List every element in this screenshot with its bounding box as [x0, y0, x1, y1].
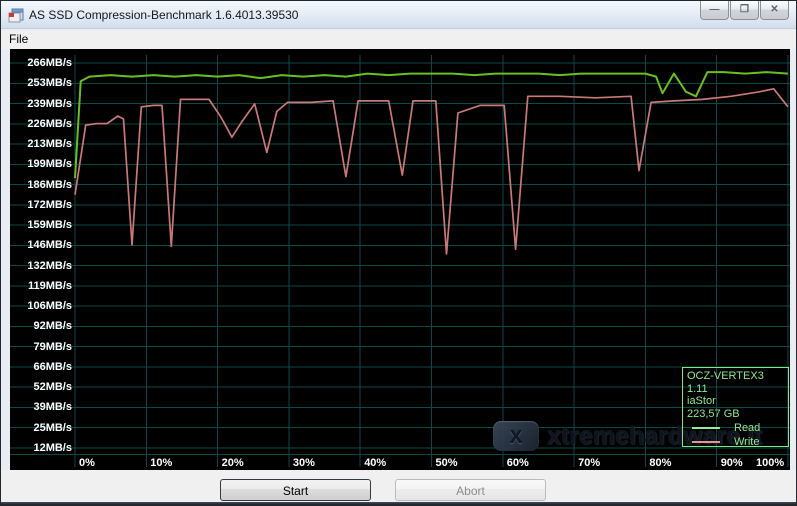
legend-entry-write: Write	[687, 436, 788, 448]
x-axis-tick: 20%	[221, 457, 244, 469]
watermark-text: xtremehardware.it	[547, 421, 763, 450]
start-button[interactable]: Start	[220, 479, 371, 501]
x-axis-tick: 60%	[506, 457, 529, 469]
y-axis-tick: 213MB/s	[27, 138, 72, 150]
close-button[interactable]: ✕	[760, 1, 789, 20]
caption-buttons: — ❐ ✕	[700, 1, 789, 20]
x-axis-tick: 40%	[364, 457, 387, 469]
legend-device: OCZ-VERTEX3	[687, 370, 764, 382]
write-line	[74, 87, 789, 255]
y-axis-tick: 266MB/s	[27, 57, 72, 69]
legend-entry-read: Read	[687, 422, 788, 434]
legend-firmware: 1.11	[687, 382, 708, 395]
x-axis-tick: 10%	[150, 457, 173, 469]
y-axis-tick: 132MB/s	[27, 259, 72, 272]
write-line-sample	[692, 441, 720, 443]
y-axis-tick: 239MB/s	[27, 97, 72, 110]
plot-area	[10, 55, 790, 467]
legend-capacity: 223,57 GB	[687, 407, 740, 420]
menu-bar: File	[1, 30, 796, 49]
legend-read-label: Read	[734, 421, 761, 434]
bottom-bar: Start Abort	[1, 470, 796, 502]
benchmark-chart: OCZ-VERTEX3 1.11 iaStor 223,57 GB Read W…	[10, 49, 790, 470]
legend-driver: iaStor	[687, 395, 716, 407]
x-axis-tick: 30%	[292, 457, 315, 469]
maximize-button[interactable]: ❐	[730, 1, 759, 20]
menu-item-file[interactable]: File	[9, 32, 29, 46]
y-axis-tick: 226MB/s	[27, 117, 72, 130]
y-axis-tick: 12MB/s	[33, 441, 72, 454]
legend-write-label: Write	[734, 435, 760, 448]
y-axis-tick: 172MB/s	[27, 198, 72, 211]
y-axis-tick: 186MB/s	[27, 178, 72, 191]
x-axis-tick: 90%	[720, 457, 743, 469]
x-axis-tick: 0%	[79, 457, 95, 469]
y-axis-tick: 119MB/s	[27, 279, 72, 292]
minimize-button[interactable]: —	[700, 1, 729, 20]
y-axis-tick: 79MB/s	[33, 340, 72, 353]
window-bottom-border	[1, 502, 796, 505]
y-axis-tick: 146MB/s	[27, 239, 72, 252]
read-line-sample	[692, 427, 720, 429]
chart-legend: OCZ-VERTEX3 1.11 iaStor 223,57 GB Read W…	[682, 367, 789, 448]
y-axis-tick: 52MB/s	[33, 381, 72, 393]
y-axis-tick: 92MB/s	[33, 320, 72, 333]
watermark: x xtremehardware.it	[493, 421, 762, 451]
x-axis-tick: 70%	[578, 457, 601, 469]
read-line	[74, 71, 789, 179]
y-axis-tick: 106MB/s	[27, 300, 72, 312]
x-axis-tick: 80%	[649, 457, 672, 469]
y-axis-tick: 66MB/s	[33, 360, 72, 373]
y-axis-tick: 39MB/s	[33, 401, 72, 414]
window-title: AS SSD Compression-Benchmark 1.6.4013.39…	[29, 7, 299, 22]
y-axis-tick: 159MB/s	[27, 219, 72, 231]
title-bar: AS SSD Compression-Benchmark 1.6.4013.39…	[1, 1, 796, 29]
abort-button[interactable]: Abort	[395, 479, 546, 501]
x-axis-tick: 50%	[435, 457, 458, 469]
y-axis-tick: 253MB/s	[27, 77, 72, 90]
watermark-x-logo: x	[493, 421, 539, 451]
x-axis-tick: 100%	[756, 457, 785, 469]
y-axis-tick: 199MB/s	[27, 158, 72, 171]
y-axis-tick: 25MB/s	[33, 421, 72, 434]
app-icon	[8, 8, 24, 22]
